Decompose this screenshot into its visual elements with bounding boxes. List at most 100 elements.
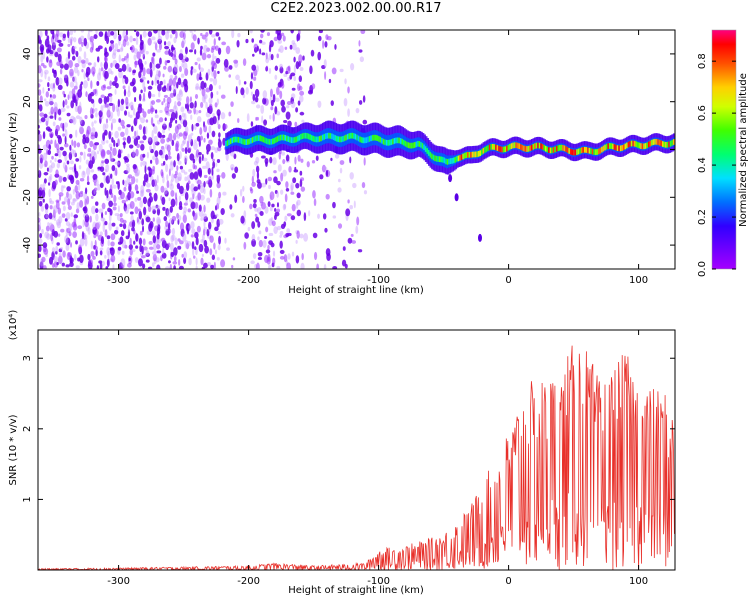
heatmap-noise-cell: [133, 240, 136, 245]
heatmap-noise-cell: [151, 62, 156, 71]
heatmap-noise-cell: [198, 155, 202, 164]
heatmap-noise-cell: [197, 167, 203, 177]
heatmap-band-core: [348, 133, 352, 139]
heatmap-band-core: [477, 150, 481, 157]
heatmap-noise-cell: [72, 198, 76, 203]
heatmap-band-core: [432, 154, 436, 161]
heatmap-noise-cell: [154, 141, 160, 146]
heatmap-noise-cell: [181, 30, 187, 33]
heatmap-noise-cell: [300, 158, 304, 163]
heatmap-noise-cell: [46, 233, 51, 240]
heatmap-band-core: [518, 143, 522, 150]
heatmap-band-core: [399, 138, 403, 144]
heatmap-noise-cell: [73, 76, 77, 83]
heatmap-band-core: [374, 134, 378, 141]
heatmap-noise-cell: [84, 187, 88, 195]
heatmap-noise-cell: [148, 246, 154, 250]
heatmap-noise-cell: [134, 96, 137, 102]
heatmap-noise-cell: [128, 144, 134, 149]
heatmap-noise-cell: [138, 210, 143, 220]
heatmap-noise-cell: [252, 93, 256, 102]
heatmap-noise-cell: [266, 32, 271, 37]
heatmap-band-core: [512, 142, 515, 149]
heatmap-noise-cell: [190, 114, 193, 120]
heatmap-noise-cell: [79, 83, 83, 92]
heatmap-noise-cell: [184, 57, 189, 62]
heatmap-band-core: [445, 158, 448, 165]
heatmap-noise-cell: [363, 190, 368, 195]
heatmap-band-core: [647, 141, 651, 148]
heatmap-noise-cell: [290, 191, 295, 195]
heatmap-noise-cell: [270, 88, 273, 98]
heatmap-band-core: [251, 137, 255, 143]
heatmap-noise-cell: [218, 191, 222, 199]
heatmap-band-core: [577, 148, 581, 155]
heatmap-noise-cell: [163, 41, 167, 46]
heatmap-noise-cell: [210, 152, 214, 160]
heatmap-noise-cell: [43, 65, 47, 69]
heatmap-band-core: [608, 143, 612, 149]
heatmap-noise-cell: [290, 30, 294, 34]
heatmap-noise-cell: [311, 159, 316, 164]
heatmap-noise-cell: [211, 130, 216, 138]
heatmap-band-core: [546, 146, 550, 153]
heatmap-noise-cell: [58, 175, 63, 183]
heatmap-noise-cell: [80, 59, 86, 64]
heatmap-noise-cell: [143, 206, 147, 216]
heatmap-band-core: [568, 148, 571, 154]
heatmap-noise-cell: [251, 175, 255, 184]
heatmap-noise-cell: [290, 182, 295, 191]
heatmap-noise-cell: [110, 192, 114, 199]
heatmap-noise-cell: [178, 114, 182, 121]
heatmap-noise-cell: [318, 35, 322, 42]
heatmap-band-core: [629, 141, 632, 147]
heatmap-noise-cell: [279, 230, 284, 236]
heatmap-noise-cell: [294, 156, 297, 165]
heatmap-band-core: [449, 158, 453, 164]
heatmap-noise-cell: [54, 179, 58, 186]
heatmap-noise-cell: [172, 66, 178, 76]
heatmap-noise-cell: [156, 174, 159, 184]
heatmap-noise-cell: [76, 202, 80, 211]
heatmap-noise-cell: [234, 166, 239, 174]
heatmap-noise-cell: [293, 76, 297, 82]
heatmap-band-core: [459, 155, 462, 161]
heatmap-band-core: [300, 133, 303, 140]
heatmap-band-core: [576, 149, 579, 155]
heatmap-noise-cell: [173, 255, 177, 262]
heatmap-noise-cell: [110, 70, 114, 75]
heatmap-noise-cell: [177, 172, 182, 182]
heatmap-noise-cell: [83, 80, 88, 89]
heatmap-noise-cell: [76, 142, 81, 148]
heatmap-noise-cell: [155, 156, 159, 166]
heatmap-noise-cell: [152, 165, 156, 172]
heatmap-band-core: [496, 145, 500, 151]
heatmap-band-core: [588, 147, 592, 154]
heatmap-noise-cell: [62, 33, 66, 39]
heatmap-noise-cell: [129, 248, 133, 256]
heatmap-noise-cell: [75, 115, 81, 120]
heatmap-noise-cell: [199, 194, 205, 201]
heatmap-noise-cell: [62, 162, 66, 170]
heatmap-noise-cell: [88, 159, 94, 169]
heatmap-noise-cell: [38, 217, 41, 223]
heatmap-noise-cell: [52, 94, 57, 99]
heatmap-noise-cell: [69, 166, 74, 171]
heatmap-noise-cell: [153, 30, 158, 34]
heatmap-band-core: [420, 141, 423, 148]
heatmap-noise-cell: [156, 238, 162, 244]
snr-panel: -300 -200 -100 0 100 123 Height of straight …: [8, 310, 676, 596]
heatmap-band-core: [250, 137, 253, 144]
heatmap-noise-cell: [128, 183, 132, 193]
heatmap-noise-cell: [269, 156, 273, 164]
heatmap-band-core: [473, 151, 476, 158]
heatmap-noise-cell: [99, 250, 103, 256]
heatmap-noise-cell: [100, 62, 103, 68]
heatmap-noise-cell: [208, 97, 213, 105]
heatmap-noise-cell: [142, 92, 146, 102]
heatmap-noise-cell: [48, 97, 54, 106]
heatmap-noise-cell: [361, 182, 366, 189]
heatmap-noise-cell: [46, 35, 50, 41]
heatmap-band-core: [335, 135, 339, 142]
heatmap-noise-cell: [228, 111, 232, 117]
